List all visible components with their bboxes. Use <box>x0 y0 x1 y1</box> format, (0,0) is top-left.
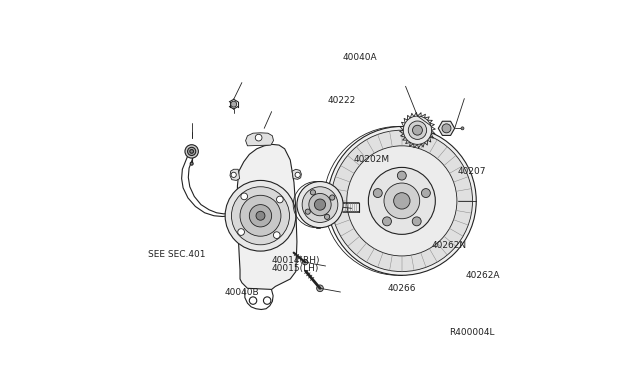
Text: 40014(RH): 40014(RH) <box>271 256 320 265</box>
Circle shape <box>190 162 193 165</box>
Circle shape <box>297 182 343 228</box>
Text: 40266: 40266 <box>388 284 416 293</box>
Circle shape <box>309 193 331 216</box>
Circle shape <box>369 167 435 234</box>
Circle shape <box>190 150 193 153</box>
Circle shape <box>408 121 427 140</box>
Circle shape <box>421 189 430 198</box>
Circle shape <box>305 209 310 214</box>
Circle shape <box>250 297 257 304</box>
Circle shape <box>397 171 406 180</box>
Text: SEE SEC.401: SEE SEC.401 <box>148 250 205 259</box>
Circle shape <box>302 187 338 222</box>
Polygon shape <box>292 169 301 179</box>
Text: 40262A: 40262A <box>465 271 500 280</box>
Circle shape <box>331 130 472 272</box>
Circle shape <box>303 260 308 265</box>
Circle shape <box>276 196 284 203</box>
Text: 40222: 40222 <box>328 96 356 105</box>
Circle shape <box>442 124 451 133</box>
Circle shape <box>310 190 316 195</box>
Circle shape <box>295 172 300 177</box>
Circle shape <box>324 214 330 219</box>
Circle shape <box>185 145 198 158</box>
Text: 40040B: 40040B <box>225 288 259 296</box>
Circle shape <box>373 189 382 198</box>
Circle shape <box>240 195 281 236</box>
Circle shape <box>347 146 457 256</box>
Circle shape <box>412 217 421 226</box>
Text: 40262N: 40262N <box>431 241 467 250</box>
Circle shape <box>317 285 323 292</box>
Circle shape <box>383 217 392 226</box>
Circle shape <box>225 180 296 251</box>
Text: 40015(LH): 40015(LH) <box>271 264 319 273</box>
Circle shape <box>273 232 280 238</box>
Circle shape <box>403 116 431 144</box>
Circle shape <box>237 229 244 235</box>
Circle shape <box>241 193 248 200</box>
Circle shape <box>413 125 422 135</box>
Polygon shape <box>237 144 297 289</box>
Text: 40040A: 40040A <box>342 53 377 62</box>
Circle shape <box>255 134 262 141</box>
Text: 40207: 40207 <box>458 167 486 176</box>
Text: 40202M: 40202M <box>353 155 390 164</box>
Circle shape <box>394 193 410 209</box>
Circle shape <box>314 199 326 210</box>
Circle shape <box>232 187 289 245</box>
Circle shape <box>188 147 196 155</box>
Polygon shape <box>246 133 273 146</box>
Circle shape <box>256 211 265 220</box>
Circle shape <box>330 195 335 200</box>
Polygon shape <box>230 169 239 180</box>
Circle shape <box>328 126 476 275</box>
Circle shape <box>231 172 236 177</box>
Circle shape <box>231 101 237 107</box>
Circle shape <box>250 205 271 227</box>
Text: R400004L: R400004L <box>449 328 495 337</box>
Circle shape <box>264 297 271 304</box>
Circle shape <box>384 183 420 219</box>
Circle shape <box>461 127 464 130</box>
